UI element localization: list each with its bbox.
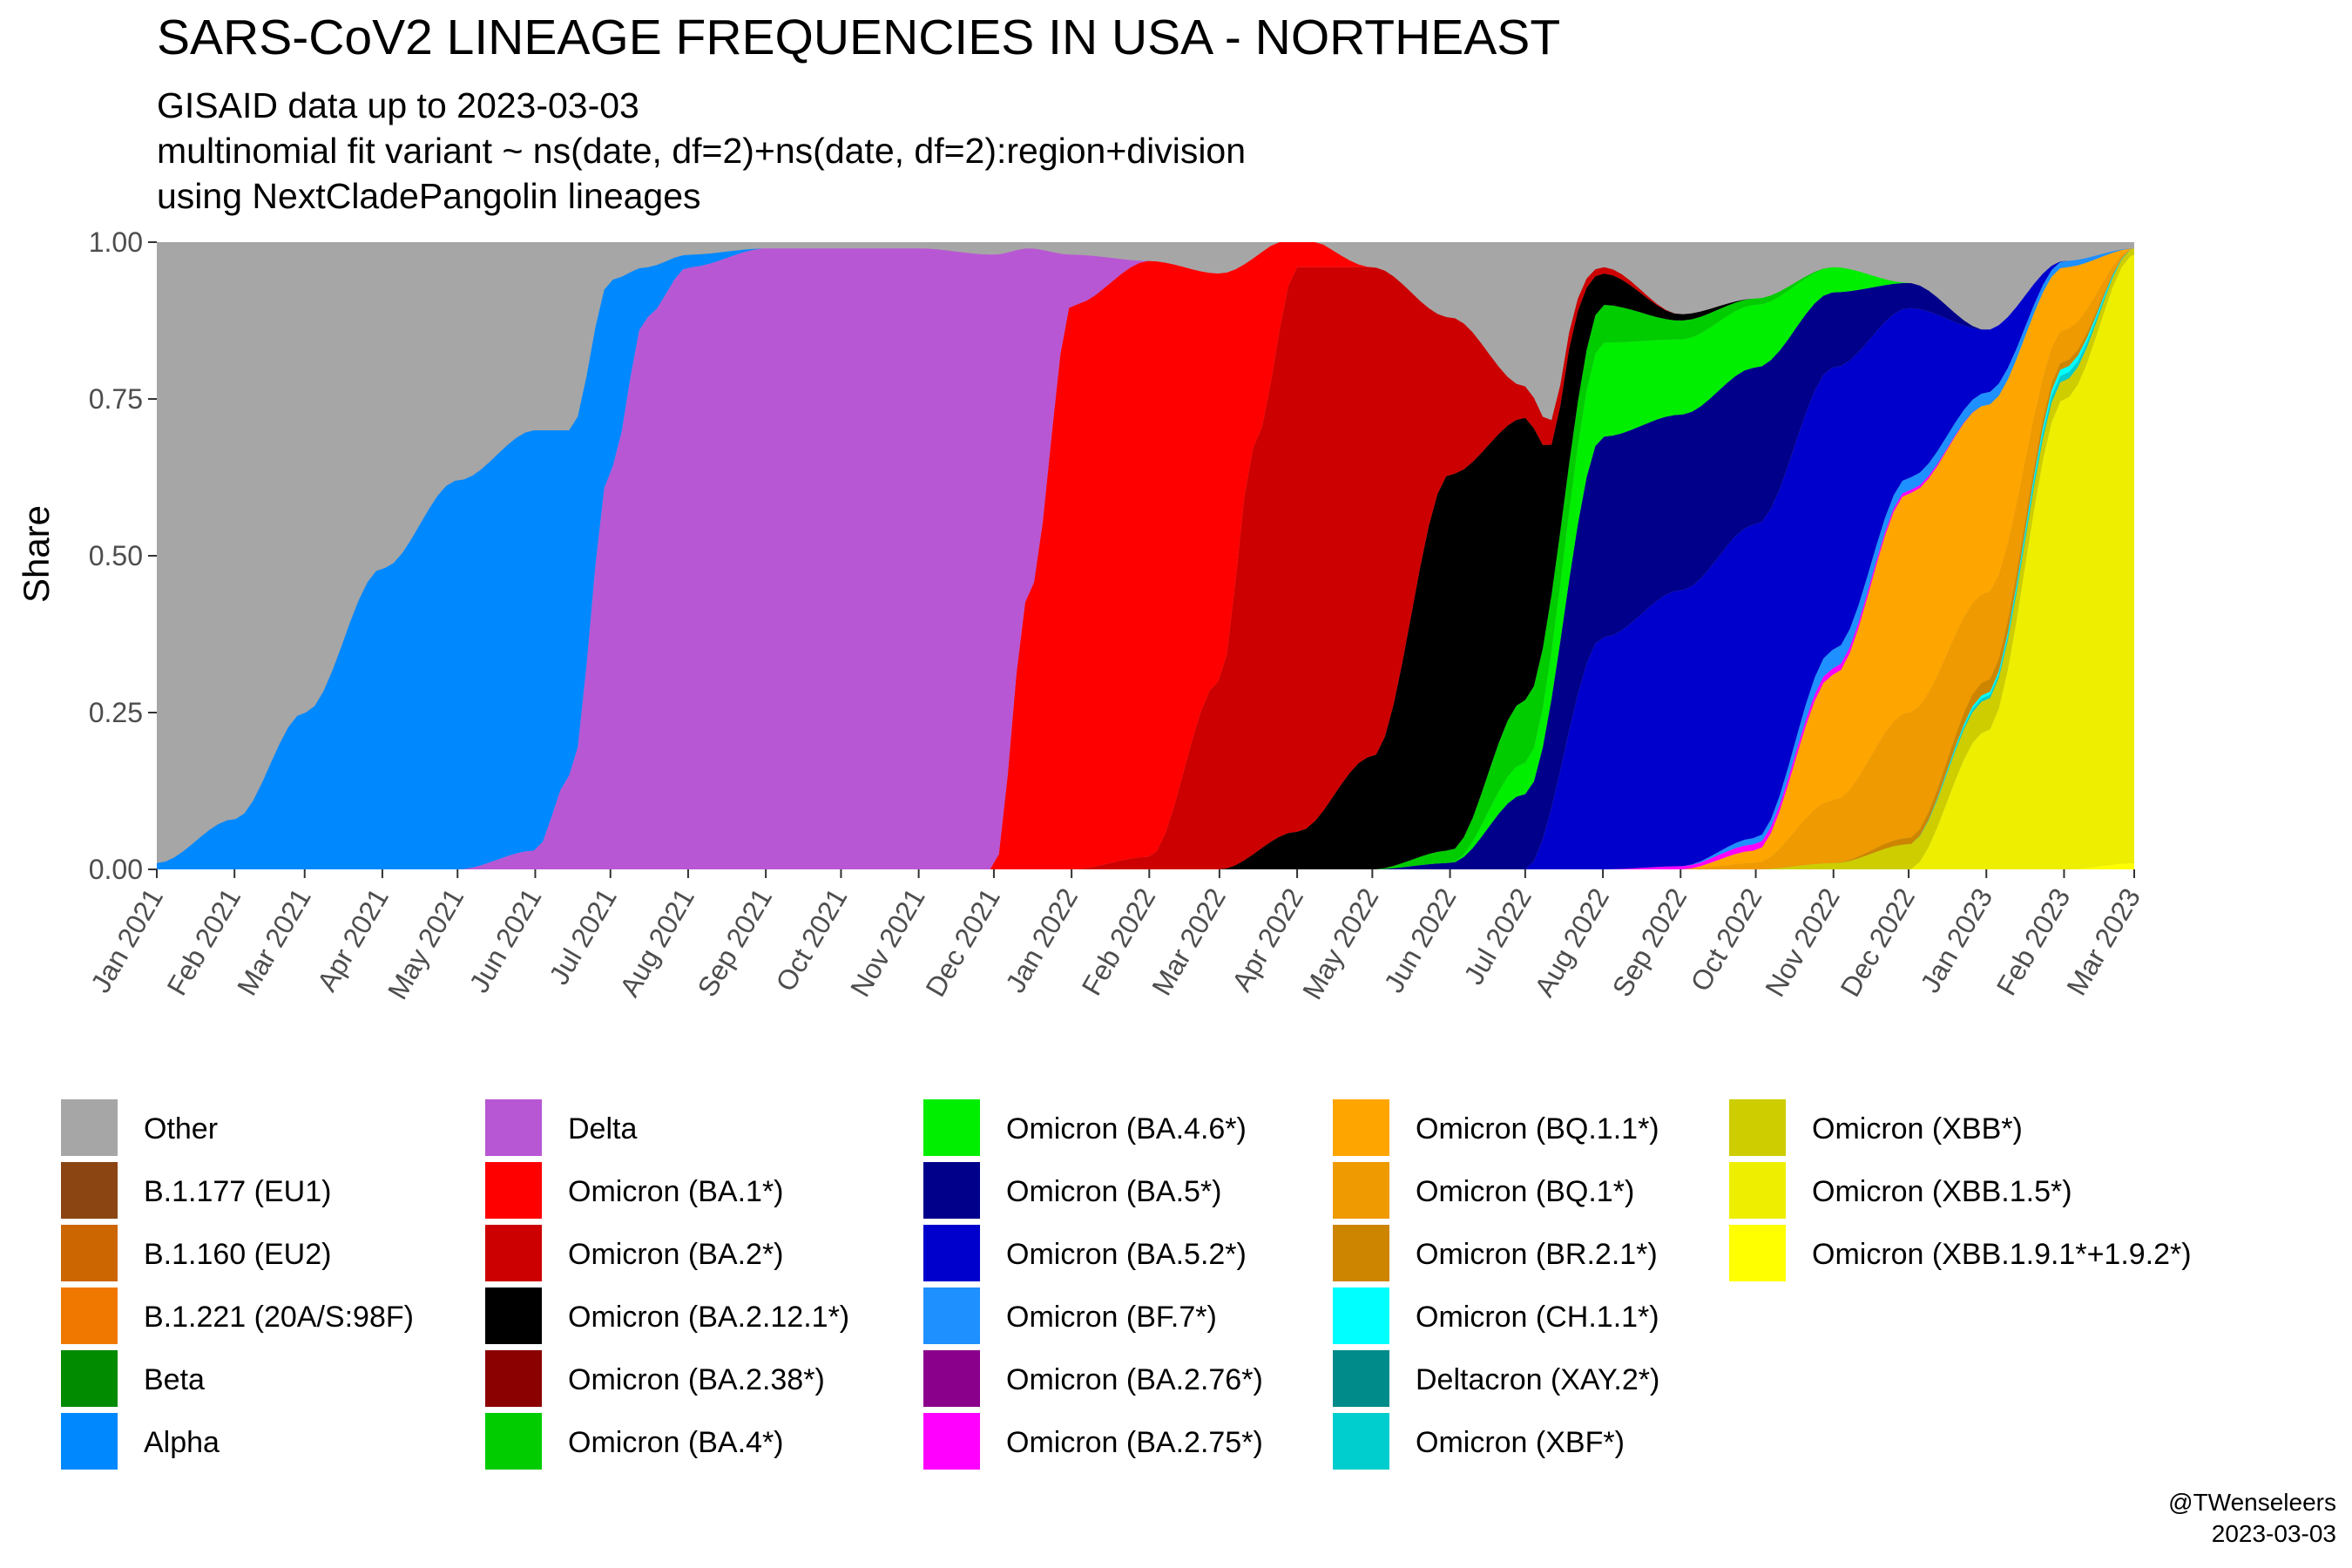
legend-swatch-omicron-ba-5 bbox=[923, 1162, 980, 1219]
legend-label-omicron-ba-2-12-1: Omicron (BA.2.12.1*) bbox=[568, 1301, 849, 1334]
legend-label-omicron-ch-1-1: Omicron (CH.1.1*) bbox=[1416, 1301, 1659, 1334]
legend-swatch-omicron-ba-4 bbox=[485, 1413, 542, 1470]
x-tick-label: Oct 2022 bbox=[1685, 883, 1768, 997]
legend-label-deltacron-xay-2: Deltacron (XAY.2*) bbox=[1416, 1363, 1659, 1396]
legend-swatch-omicron-bq-1-1 bbox=[1333, 1099, 1389, 1156]
series-omicron-ba-5-2-area bbox=[157, 248, 2134, 869]
x-tick-label: Nov 2022 bbox=[1759, 883, 1846, 1003]
legend-label-omicron-ba-2-75: Omicron (BA.2.75*) bbox=[1006, 1426, 1263, 1459]
x-tick-label: Jul 2021 bbox=[543, 883, 623, 990]
legend-label-beta: Beta bbox=[144, 1363, 205, 1396]
x-tick-label: Apr 2022 bbox=[1226, 883, 1309, 997]
legend-label-b-1-177-eu1: B.1.177 (EU1) bbox=[144, 1175, 331, 1208]
x-tick-label: Sep 2022 bbox=[1606, 883, 1693, 1003]
series-alpha-area bbox=[157, 242, 2134, 869]
x-tick-label: Jul 2022 bbox=[1457, 883, 1538, 990]
legend-label-delta: Delta bbox=[568, 1112, 637, 1146]
legend-swatch-omicron-xbb-1-9-1-1-9-2 bbox=[1729, 1225, 1786, 1281]
legend-swatch-omicron-bq-1 bbox=[1333, 1162, 1389, 1219]
legend-label-omicron-ba-4: Omicron (BA.4*) bbox=[568, 1426, 784, 1459]
legend-label-omicron-ba-5-2: Omicron (BA.5.2*) bbox=[1006, 1238, 1247, 1271]
legend-swatch-deltacron-xay-2 bbox=[1333, 1350, 1389, 1407]
x-tick-label: Jan 2021 bbox=[84, 883, 169, 998]
x-tick-label: Dec 2022 bbox=[1834, 883, 1921, 1003]
x-tick-label: Jun 2021 bbox=[463, 883, 547, 998]
legend-swatch-omicron-ba-2-38 bbox=[485, 1350, 542, 1407]
legend-swatch-omicron-ba-2-75 bbox=[923, 1413, 980, 1470]
legend-swatch-alpha bbox=[61, 1413, 118, 1470]
legend-swatch-omicron-ba-1 bbox=[485, 1162, 542, 1219]
legend-swatch-omicron-xbb bbox=[1729, 1099, 1786, 1156]
x-tick-label: Jan 2023 bbox=[1914, 883, 1998, 998]
legend-swatch-b-1-221-20a-s-98f bbox=[61, 1288, 118, 1344]
legend-swatch-omicron-ch-1-1 bbox=[1333, 1288, 1389, 1344]
x-tick-label: May 2022 bbox=[1296, 883, 1384, 1005]
x-tick-label: Dec 2021 bbox=[919, 883, 1006, 1003]
legend-label-b-1-160-eu2: B.1.160 (EU2) bbox=[144, 1238, 331, 1271]
legend-swatch-omicron-xbb-1-5 bbox=[1729, 1162, 1786, 1219]
series-delta-area bbox=[157, 242, 2134, 869]
legend-label-omicron-bf-7: Omicron (BF.7*) bbox=[1006, 1301, 1217, 1334]
legend-label-alpha: Alpha bbox=[144, 1426, 220, 1459]
y-tick-label: 0.00 bbox=[89, 854, 143, 885]
legend-swatch-omicron-ba-2-12-1 bbox=[485, 1288, 542, 1344]
legend-label-omicron-xbb-1-5: Omicron (XBB.1.5*) bbox=[1812, 1175, 2072, 1208]
legend-label-omicron-ba-1: Omicron (BA.1*) bbox=[568, 1175, 784, 1208]
legend-swatch-omicron-xbf bbox=[1333, 1413, 1389, 1470]
x-tick-label: Jun 2022 bbox=[1378, 883, 1463, 998]
legend-swatch-omicron-ba-2 bbox=[485, 1225, 542, 1281]
x-tick-label: Oct 2021 bbox=[769, 883, 853, 997]
chart-subtitle-line-2: multinomial fit variant ~ ns(date, df=2)… bbox=[157, 131, 1246, 171]
legend-label-other: Other bbox=[144, 1112, 218, 1146]
legend-label-omicron-br-2-1: Omicron (BR.2.1*) bbox=[1416, 1238, 1658, 1271]
x-tick-label: Aug 2022 bbox=[1528, 883, 1615, 1003]
legend-swatch-beta bbox=[61, 1350, 118, 1407]
legend-swatch-other bbox=[61, 1099, 118, 1156]
legend-label-omicron-xbb-1-9-1-1-9-2: Omicron (XBB.1.9.1*+1.9.2*) bbox=[1812, 1238, 2192, 1271]
legend-label-b-1-221-20a-s-98f: B.1.221 (20A/S:98F) bbox=[144, 1301, 414, 1334]
legend-label-omicron-ba-5: Omicron (BA.5*) bbox=[1006, 1175, 1222, 1208]
x-tick-label: Nov 2021 bbox=[844, 883, 931, 1003]
x-tick-label: Aug 2021 bbox=[613, 883, 700, 1003]
legend-label-omicron-ba-4-6: Omicron (BA.4.6*) bbox=[1006, 1112, 1247, 1146]
chart-subtitle-line-1: GISAID data up to 2023-03-03 bbox=[157, 85, 639, 125]
legend-label-omicron-ba-2: Omicron (BA.2*) bbox=[568, 1238, 784, 1271]
legend-label-omicron-xbf: Omicron (XBF*) bbox=[1416, 1426, 1625, 1459]
legend-swatch-b-1-177-eu1 bbox=[61, 1162, 118, 1219]
legend-label-omicron-bq-1-1: Omicron (BQ.1.1*) bbox=[1416, 1112, 1659, 1146]
legend-swatch-omicron-bf-7 bbox=[923, 1288, 980, 1344]
legend-swatch-b-1-160-eu2 bbox=[61, 1225, 118, 1281]
legend-swatch-omicron-ba-5-2 bbox=[923, 1225, 980, 1281]
legend-label-omicron-bq-1: Omicron (BQ.1*) bbox=[1416, 1175, 1634, 1208]
legend-label-omicron-xbb: Omicron (XBB*) bbox=[1812, 1112, 2023, 1146]
legend-label-omicron-ba-2-38: Omicron (BA.2.38*) bbox=[568, 1363, 825, 1396]
series-omicron-ba-1-area bbox=[157, 242, 2134, 869]
legend-swatch-omicron-ba-2-76 bbox=[923, 1350, 980, 1407]
plot-area bbox=[157, 242, 2134, 869]
y-tick-label: 0.75 bbox=[89, 383, 143, 415]
y-tick-label: 0.50 bbox=[89, 540, 143, 571]
legend-swatch-omicron-ba-4-6 bbox=[923, 1099, 980, 1156]
series-omicron-ba-5-area bbox=[157, 248, 2134, 869]
chart-subtitle-line-3: using NextCladePangolin lineages bbox=[157, 176, 701, 216]
legend-label-omicron-ba-2-76: Omicron (BA.2.76*) bbox=[1006, 1363, 1263, 1396]
credit-date: 2023-03-03 bbox=[2212, 1520, 2336, 1547]
series-omicron-ba-4-6-area bbox=[157, 248, 2134, 869]
x-tick-label: Sep 2021 bbox=[692, 883, 779, 1003]
chart-title: SARS-CoV2 LINEAGE FREQUENCIES IN USA - N… bbox=[157, 10, 1560, 65]
x-tick-label: May 2021 bbox=[382, 883, 470, 1005]
x-tick-label: Jan 2022 bbox=[999, 883, 1084, 998]
y-axis: 0.00 0.25 0.50 0.75 1.00 bbox=[89, 226, 157, 885]
legend-swatch-omicron-br-2-1 bbox=[1333, 1225, 1389, 1281]
y-axis-title: Share bbox=[16, 505, 57, 603]
y-tick-label: 1.00 bbox=[89, 226, 143, 258]
legend: Other B.1.177 (EU1) B.1.160 (EU2) B.1.221 (… bbox=[61, 1099, 2192, 1470]
series-omicron-xbb-area bbox=[157, 248, 2134, 869]
credit-handle: @TWenseleers bbox=[2168, 1489, 2336, 1516]
x-tick-label: Apr 2021 bbox=[311, 883, 395, 997]
legend-swatch-delta bbox=[485, 1099, 542, 1156]
y-tick-label: 0.25 bbox=[89, 697, 143, 728]
